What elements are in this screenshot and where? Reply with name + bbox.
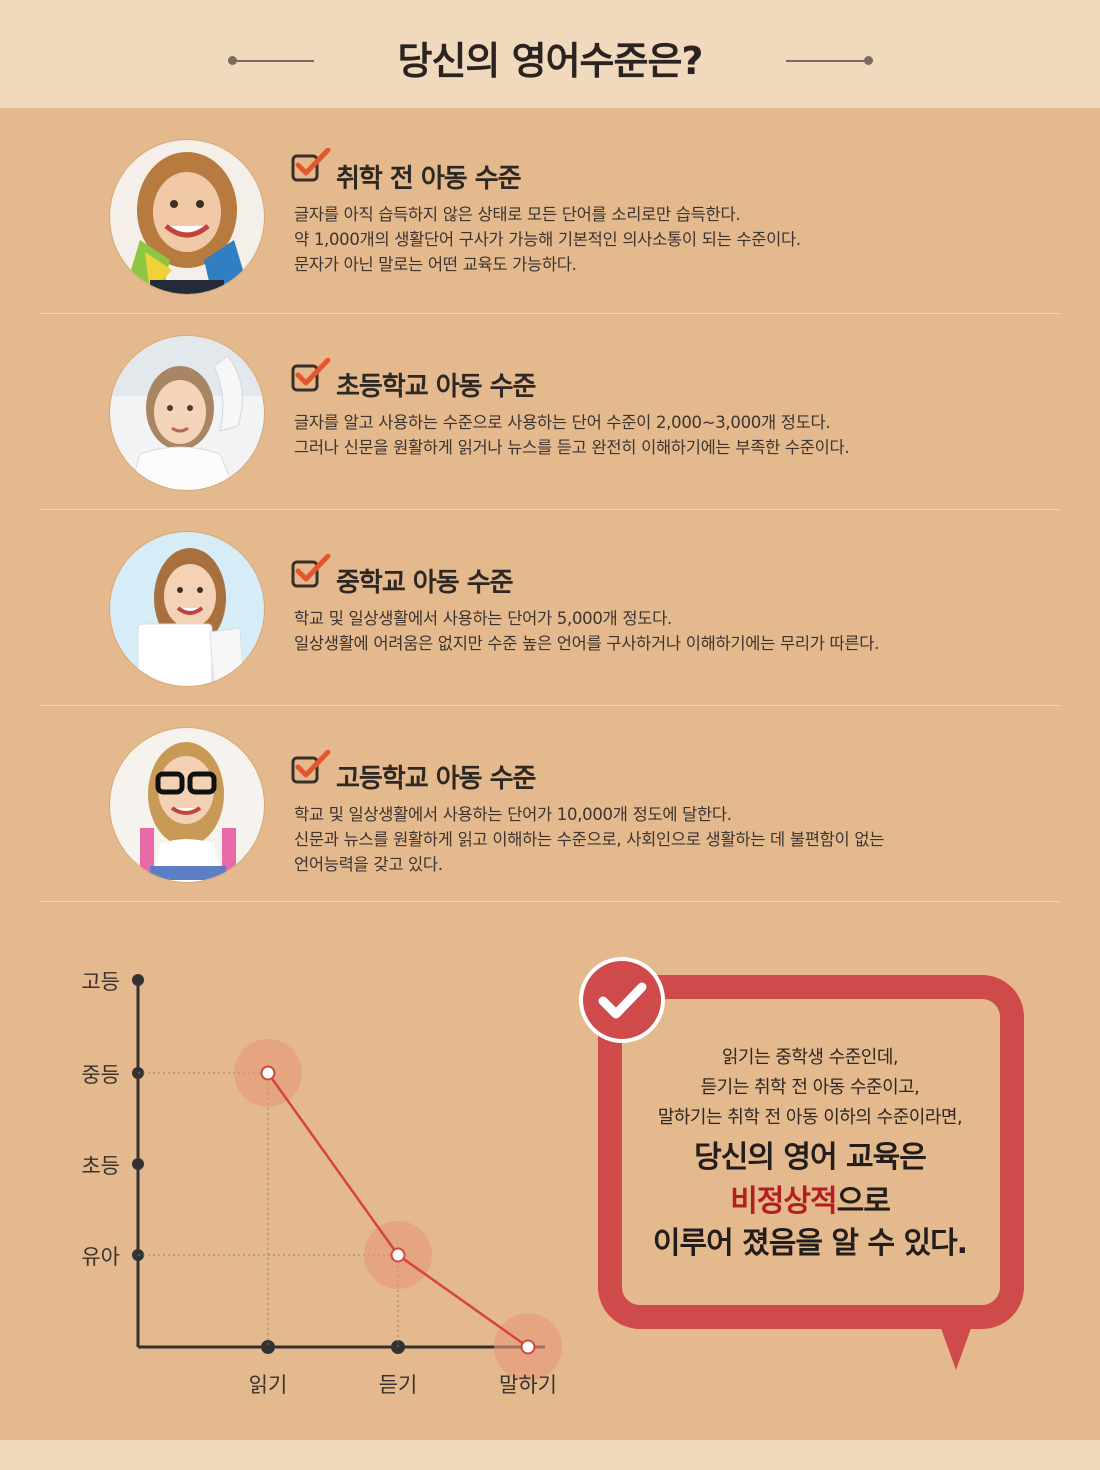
description-line: 약 1,000개의 생활단어 구사가 가능해 기본적인 의사소통이 되는 수준이…	[294, 230, 801, 249]
conclusion-headline-1: 당신의 영어 교육은	[694, 1140, 927, 1175]
x-tick-label: 말하기	[499, 1373, 557, 1397]
page-title: 당신의 영어수준은?	[397, 39, 704, 83]
headline-suffix: 으로	[836, 1184, 891, 1219]
x-tick-label: 듣기	[378, 1373, 418, 1397]
data-point	[260, 1065, 276, 1081]
y-tick-label: 중등	[81, 1063, 120, 1087]
level-description: 글자를 아직 습득하지 않은 상태로 모든 단어를 소리로만 습득한다. 약 1…	[294, 202, 801, 277]
y-tick-label: 초등	[81, 1154, 120, 1178]
y-tick	[132, 1158, 144, 1170]
avatar-high-school-girl	[110, 728, 264, 882]
level-title: 취학 전 아동 수준	[336, 164, 522, 194]
y-tick-label: 유아	[81, 1245, 120, 1269]
level-description: 학교 및 일상생활에서 사용하는 단어가 10,000개 정도에 달한다. 신문…	[294, 802, 884, 877]
x-tick	[261, 1340, 275, 1354]
header-left-dot	[228, 56, 237, 65]
avatar-middle-school-girl	[110, 532, 264, 686]
level-title: 중학교 아동 수준	[336, 568, 514, 598]
level-title: 고등학교 아동 수준	[336, 764, 536, 794]
check-icon	[291, 358, 331, 392]
data-point	[520, 1339, 536, 1355]
x-tick-label: 읽기	[248, 1373, 288, 1397]
conclusion-bubble	[598, 975, 1024, 1329]
avatar-elementary-girl	[110, 336, 264, 490]
check-icon	[291, 750, 331, 784]
conclusion-reading: 읽기는 중학생 수준인데,	[721, 1047, 899, 1068]
y-tick	[132, 974, 144, 986]
description-line: 학교 및 일상생활에서 사용하는 단어가 10,000개 정도에 달한다.	[294, 805, 732, 824]
conclusion-headline-2: 비정상적으로	[600, 1180, 1020, 1224]
emphasis-abnormal: 비정상적	[730, 1184, 837, 1219]
chart-plot	[132, 974, 562, 1381]
page-header: 당신의 영어수준은?	[0, 0, 1100, 108]
description-line: 글자를 알고 사용하는 수준으로 사용하는 단어 수준이 2,000~3,000…	[294, 413, 831, 432]
level-description: 학교 및 일상생활에서 사용하는 단어가 5,000개 정도다. 일상생활에 어…	[294, 606, 879, 656]
check-icon	[291, 148, 331, 182]
description-line: 문자가 아닌 말로는 어떤 교육도 가능하다.	[294, 255, 577, 274]
level-description: 글자를 알고 사용하는 수준으로 사용하는 단어 수준이 2,000~3,000…	[294, 410, 850, 460]
description-line: 일상생활에 어려움은 없지만 수준 높은 언어를 구사하거나 이해하기에는 무리…	[294, 634, 880, 653]
check-icon	[291, 554, 331, 588]
header-left-line	[232, 60, 314, 62]
conclusion-speaking: 말하기는 취학 전 아동 이하의 수준이라면,	[657, 1107, 963, 1128]
description-line: 학교 및 일상생활에서 사용하는 단어가 5,000개 정도다.	[294, 609, 672, 628]
description-line: 그러나 신문을 원활하게 읽거나 뉴스를 듣고 완전히 이해하기에는 부족한 수…	[294, 438, 850, 457]
description-line: 글자를 아직 습득하지 않은 상태로 모든 단어를 소리로만 습득한다.	[294, 205, 741, 224]
avatar-preschool-girl	[110, 140, 264, 294]
data-point	[390, 1247, 406, 1263]
check-circle-icon	[579, 957, 665, 1043]
header-right-dot	[864, 56, 873, 65]
level-middle-school: 중학교 아동 수준 학교 및 일상생활에서 사용하는 단어가 5,000개 정도…	[40, 510, 1060, 706]
level-title: 초등학교 아동 수준	[336, 372, 536, 402]
y-tick-label: 고등	[81, 970, 120, 994]
level-elementary: 초등학교 아동 수준 글자를 알고 사용하는 수준으로 사용하는 단어 수준이 …	[40, 314, 1060, 510]
description-line: 신문과 뉴스를 원활하게 읽고 이해하는 수준으로, 사회인으로 생활하는 데 …	[294, 830, 885, 849]
header-right-line	[786, 60, 868, 62]
conclusion-headline-3: 이루어 졌음을 알 수 있다.	[652, 1226, 968, 1261]
description-line: 언어능력을 갖고 있다.	[294, 855, 443, 874]
level-high-school: 고등학교 아동 수준 학교 및 일상생활에서 사용하는 단어가 10,000개 …	[40, 706, 1060, 902]
conclusion-listening: 듣기는 취학 전 아동 수준이고,	[700, 1077, 920, 1098]
level-preschool: 취학 전 아동 수준 글자를 아직 습득하지 않은 상태로 모든 단어를 소리로…	[40, 118, 1060, 314]
proficiency-chart: 유아 초등 중등 고등 읽기 듣기 말하기	[0, 940, 600, 1420]
bubble-tail	[938, 1320, 974, 1370]
page-footer	[0, 1440, 1100, 1470]
